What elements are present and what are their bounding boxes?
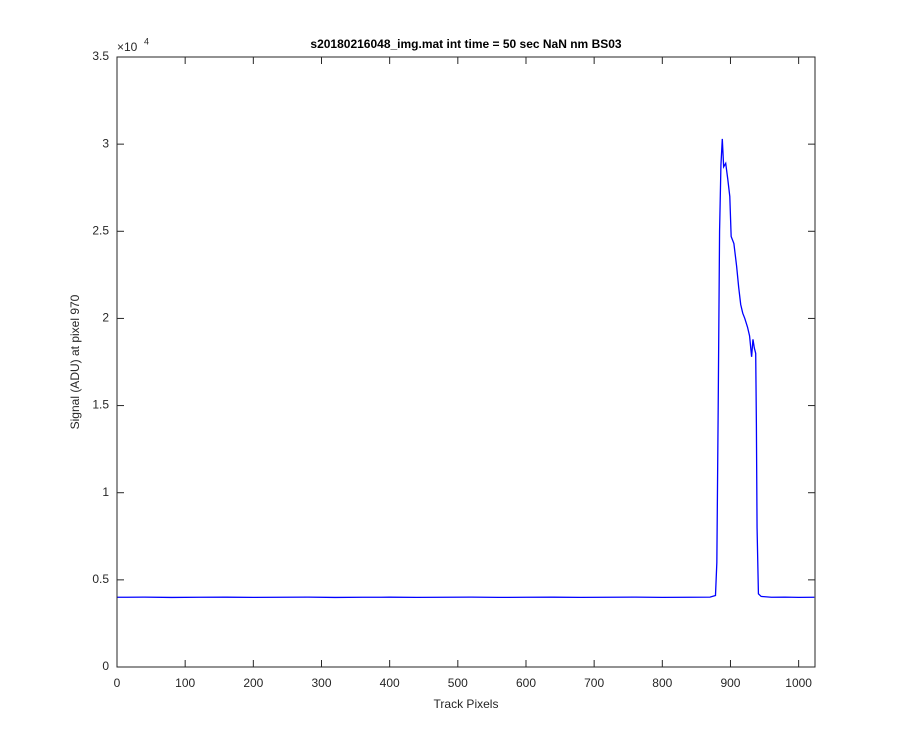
y-tick-label: 2 — [102, 311, 109, 325]
chart-title: s20180216048_img.mat int time = 50 sec N… — [310, 37, 622, 51]
x-tick-label: 200 — [243, 676, 263, 690]
y-tick-label: 0.5 — [92, 572, 109, 586]
x-tick-label: 600 — [516, 676, 536, 690]
y-tick-label: 1.5 — [92, 398, 109, 412]
x-tick-label: 700 — [584, 676, 604, 690]
y-tick-label: 0 — [102, 659, 109, 673]
x-tick-label: 100 — [175, 676, 195, 690]
x-tick-label: 500 — [448, 676, 468, 690]
y-exponent-base: ×10 — [117, 40, 138, 54]
x-tick-label: 300 — [311, 676, 331, 690]
data-line — [116, 138, 815, 599]
y-tick-label: 3.5 — [92, 49, 109, 63]
x-tick-label: 1000 — [785, 676, 812, 690]
x-axis-label: Track Pixels — [434, 697, 499, 711]
axes-box — [116, 56, 816, 668]
y-tick-label: 3 — [102, 136, 109, 150]
x-tick-label: 900 — [720, 676, 740, 690]
x-tick-label: 0 — [114, 676, 121, 690]
y-axis-label: Signal (ADU) at pixel 970 — [68, 294, 82, 429]
x-tick-label: 400 — [380, 676, 400, 690]
x-tick-label: 800 — [652, 676, 672, 690]
y-tick-label: 1 — [102, 485, 109, 499]
y-exponent: 4 — [144, 36, 149, 46]
y-tick-label: 2.5 — [92, 223, 109, 237]
